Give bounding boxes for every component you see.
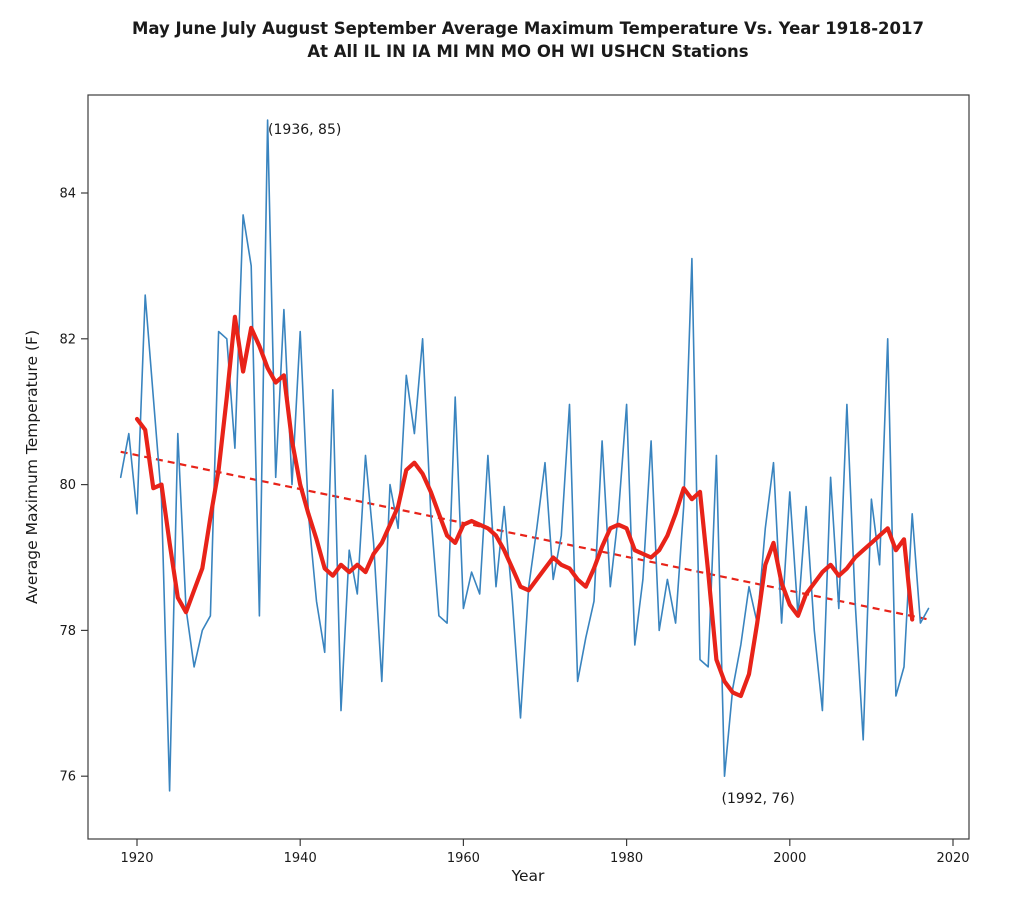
x-tick-label: 1980 xyxy=(610,851,643,866)
y-tick-label: 76 xyxy=(59,770,76,785)
y-tick-label: 80 xyxy=(59,478,76,493)
x-tick-label: 1920 xyxy=(120,851,153,866)
x-tick-label: 2000 xyxy=(773,851,806,866)
series-5-year-smoothed xyxy=(134,314,915,699)
y-tick-label: 84 xyxy=(59,187,76,202)
trend-line xyxy=(120,450,929,621)
x-tick-label: 1960 xyxy=(447,851,480,866)
plot-lines xyxy=(119,119,930,792)
series-annual-max-temperature xyxy=(119,119,930,792)
annotation-1992-min: (1992, 76) xyxy=(722,791,795,807)
plot-border xyxy=(87,94,970,840)
y-tick-label: 78 xyxy=(59,624,76,639)
axis-ticks: 1920 1940 1960 1980 2000 2020 76 78 80 82 84 xyxy=(59,187,969,867)
chart-title-line2: At All IL IN IA MI MN MO OH WI USHCN Sta… xyxy=(307,42,748,61)
annotation-1936-max: (1936, 85) xyxy=(268,122,341,138)
x-tick-label: 2020 xyxy=(936,851,969,866)
x-axis-label: Year xyxy=(511,867,545,885)
chart-title-line1: May June July August September Average M… xyxy=(132,19,924,38)
y-axis-label: Average Maximum Temperature (F) xyxy=(23,330,41,604)
y-tick-label: 82 xyxy=(59,332,76,347)
x-tick-label: 1940 xyxy=(284,851,317,866)
